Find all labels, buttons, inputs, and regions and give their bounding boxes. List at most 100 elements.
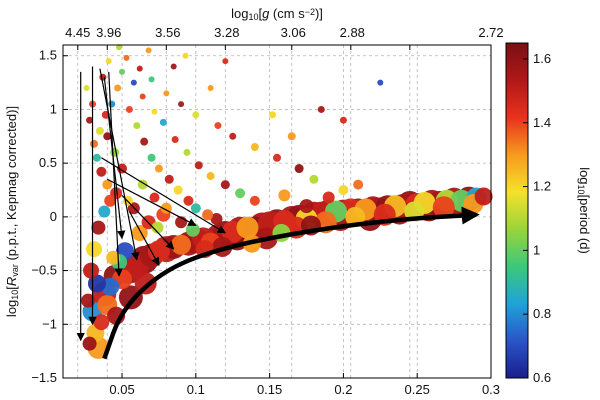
data-point (105, 58, 112, 65)
arrow (99, 68, 140, 261)
data-point (236, 216, 259, 239)
data-point (250, 143, 259, 152)
y-tick-label: 0 (50, 209, 57, 224)
data-point (139, 93, 146, 100)
y-tick-label: 1.5 (39, 48, 57, 63)
data-point (353, 179, 364, 190)
y-tick-label: −0.5 (31, 263, 57, 278)
data-point (154, 164, 163, 173)
trend-arrow (102, 206, 480, 360)
y-tick-label: 1 (50, 101, 57, 116)
colorbar-title: log10[period (d) (576, 167, 592, 254)
data-point (345, 206, 366, 227)
data-point (173, 185, 183, 195)
arrow (128, 211, 160, 266)
data-point (108, 100, 116, 108)
data-point (377, 79, 384, 86)
plot-frame (62, 44, 492, 379)
colorbar-tick-label: 1.4 (533, 115, 551, 130)
data-point (85, 241, 102, 258)
data-point (130, 79, 137, 86)
data-point (125, 105, 133, 113)
data-points (81, 44, 493, 359)
top-tick-label: 3.96 (96, 25, 121, 40)
colorbar: 0.6 0.8 1 1.2 1.4 1.6 (505, 42, 551, 385)
data-point (103, 132, 112, 141)
data-point (114, 84, 122, 92)
data-point (82, 336, 97, 351)
data-point (338, 185, 349, 196)
arrow (108, 71, 123, 277)
data-point (151, 221, 164, 234)
top-tick-label: 3.28 (214, 25, 239, 40)
y-tick-label: 0.5 (39, 155, 57, 170)
x-tick-label: 0.2 (334, 382, 352, 397)
data-point (102, 179, 113, 190)
colorbar-tick-label: 1 (533, 242, 540, 257)
data-point (91, 220, 106, 235)
data-point (151, 108, 158, 115)
data-point (86, 116, 94, 124)
data-point (104, 194, 117, 207)
data-point (210, 213, 223, 226)
data-point (202, 209, 214, 221)
data-point (278, 189, 291, 202)
colorbar-tick-label: 0.6 (533, 370, 551, 385)
data-point (220, 180, 230, 190)
data-point (148, 76, 155, 83)
data-point (106, 250, 121, 265)
arrow (101, 157, 227, 234)
x-tick-label: 0.25 (405, 382, 430, 397)
y-tick-label: −1.5 (31, 370, 57, 385)
data-point (96, 166, 107, 177)
colorbar-tick-label: 0.8 (533, 306, 551, 321)
data-point (95, 126, 104, 135)
data-point (229, 132, 237, 140)
data-point (273, 153, 281, 162)
data-point (287, 132, 296, 141)
data-point (294, 164, 304, 174)
data-point (147, 153, 156, 162)
data-point (171, 136, 179, 144)
arrow (121, 194, 175, 250)
data-point (83, 262, 100, 279)
data-point (137, 179, 148, 190)
top-tick-label: 3.06 (281, 25, 306, 40)
arrows (76, 66, 480, 360)
x-tick-label: 0.05 (109, 382, 134, 397)
data-point (98, 205, 111, 218)
data-point (89, 139, 98, 148)
x-tick-label: 0.15 (257, 382, 282, 397)
data-point (93, 314, 110, 331)
data-point (317, 105, 325, 113)
top-axis-title: log10[g (cm s−2)] (231, 6, 323, 22)
data-point (81, 293, 96, 308)
top-tick-label: 4.45 (65, 25, 90, 40)
data-point (194, 161, 203, 170)
y-tick-label: −1 (42, 316, 57, 331)
arrow (106, 178, 197, 226)
top-tick-label: 2.88 (340, 25, 365, 40)
colorbar-tick-label: 1.2 (533, 179, 551, 194)
data-point (432, 196, 455, 219)
data-point (222, 58, 229, 65)
data-point (249, 195, 260, 206)
data-point (99, 73, 107, 81)
data-point (159, 118, 167, 126)
data-point (116, 44, 123, 51)
data-point (178, 101, 185, 108)
data-point (206, 172, 215, 181)
data-point (235, 188, 246, 199)
data-point (183, 195, 194, 206)
data-point (474, 187, 493, 206)
data-point (214, 122, 222, 130)
data-point (322, 191, 335, 204)
data-point (110, 147, 120, 157)
data-point (133, 122, 141, 130)
data-point (269, 111, 277, 119)
data-point (171, 234, 192, 255)
colorbar-tick-label: 1.6 (533, 51, 551, 66)
data-point (123, 54, 130, 61)
data-point (170, 63, 177, 70)
